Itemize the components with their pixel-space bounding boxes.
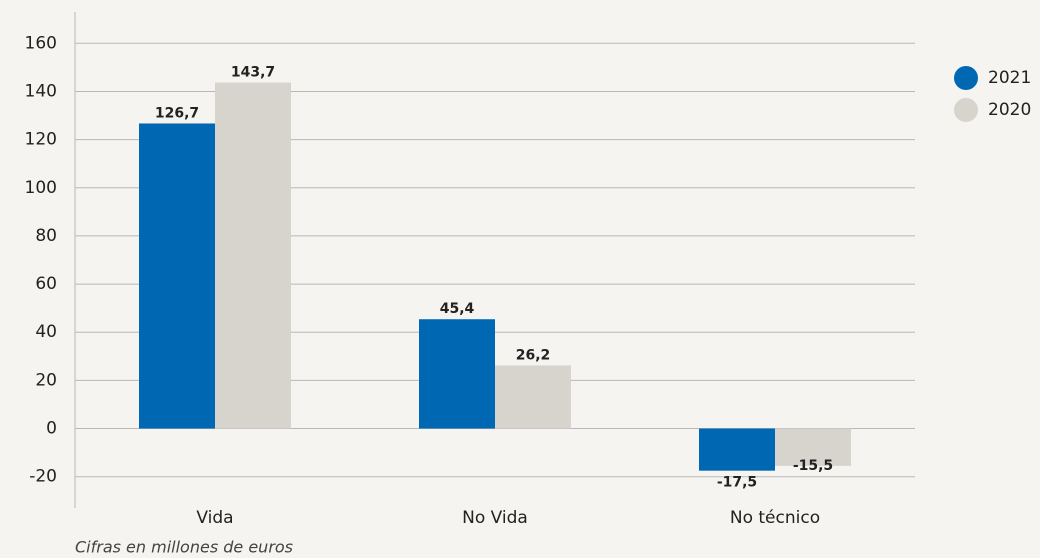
value-label: 26,2 xyxy=(516,347,551,363)
y-tick-label: 20 xyxy=(35,370,57,390)
y-tick-label: 60 xyxy=(35,274,57,294)
y-tick-label: 160 xyxy=(25,33,57,53)
legend-label: 2021 xyxy=(988,68,1031,88)
legend-swatch xyxy=(954,98,978,122)
value-label: 126,7 xyxy=(155,105,199,121)
y-tick-label: 140 xyxy=(25,81,57,101)
bar xyxy=(699,428,775,471)
x-tick-label: No técnico xyxy=(730,508,820,528)
value-label: -15,5 xyxy=(793,458,833,474)
y-tick-label: 80 xyxy=(35,226,57,246)
x-tick-label: No Vida xyxy=(462,508,528,528)
x-tick-label: Vida xyxy=(196,508,233,528)
bar xyxy=(419,319,495,429)
value-label: 143,7 xyxy=(231,65,275,81)
y-tick-label: 100 xyxy=(25,178,57,198)
value-label: 45,4 xyxy=(440,301,475,317)
legend-label: 2020 xyxy=(988,100,1031,120)
bar xyxy=(215,82,291,429)
footnote: Cifras en millones de euros xyxy=(75,538,293,557)
y-tick-label: 120 xyxy=(25,130,57,150)
y-tick-label: 0 xyxy=(46,419,57,439)
bar xyxy=(139,123,215,429)
y-tick-label: -20 xyxy=(29,467,57,487)
bar xyxy=(495,365,571,429)
y-tick-label: 40 xyxy=(35,322,57,342)
legend-swatch xyxy=(954,66,978,90)
bar xyxy=(775,428,851,466)
value-label: -17,5 xyxy=(717,475,757,491)
